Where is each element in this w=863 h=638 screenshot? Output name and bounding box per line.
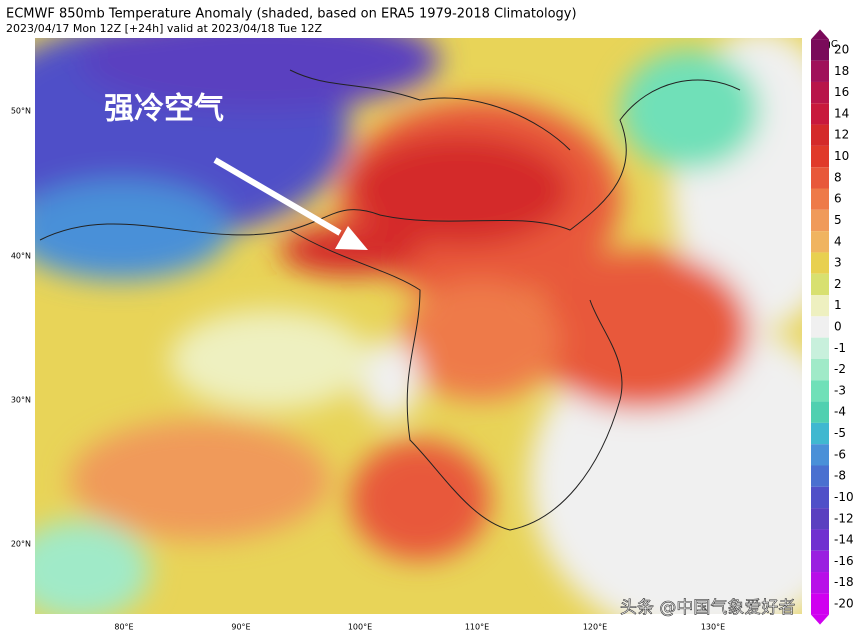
colorbar-label: -10: [834, 490, 854, 504]
colorbar-label: 0: [834, 320, 842, 334]
lon-label: 80°E: [114, 623, 133, 632]
colorbar-label: 8: [834, 170, 842, 184]
colorbar-label: -8: [834, 469, 846, 483]
colorbar-label: 3: [834, 256, 842, 270]
lat-label: 50°N: [11, 107, 31, 116]
colorbar-label: -20: [834, 597, 854, 611]
colorbar-label: 20: [834, 43, 849, 57]
colorbar-box: [811, 550, 829, 573]
colorbar-box: [811, 593, 829, 615]
colorbar-box: [811, 188, 829, 210]
colorbar-label: -12: [834, 511, 854, 525]
colorbar-label: -14: [834, 533, 854, 547]
colorbar-box: [811, 316, 829, 338]
colorbar-box: [811, 81, 829, 104]
colorbar-box: [811, 337, 829, 359]
colorbar-box: [811, 358, 829, 381]
colorbar-label: -6: [834, 447, 846, 461]
colorbar-box: [811, 209, 829, 232]
colorbar-label: -4: [834, 405, 846, 419]
watermark: 头条 @中国气象爱好者: [620, 598, 795, 618]
lon-label: 90°E: [231, 623, 250, 632]
colorbar-box: [811, 145, 829, 168]
colorbar-box: [811, 508, 829, 530]
colorbar-label: 1: [834, 298, 842, 312]
colorbar-label: 4: [834, 234, 842, 248]
title: ECMWF 850mb Temperature Anomaly (shaded,…: [6, 7, 577, 22]
colorbar-label: 14: [834, 106, 849, 120]
colorbar-box: [811, 486, 829, 509]
colorbar-box: [811, 231, 829, 253]
lon-label: 110°E: [465, 623, 489, 632]
colorbar-label: 12: [834, 128, 849, 142]
colorbar-box: [811, 60, 829, 82]
shading: [35, 38, 802, 614]
colorbar-box: [811, 103, 829, 125]
colorbar-label: -1: [834, 341, 846, 355]
colorbar-label: 5: [834, 213, 842, 227]
colorbar-label: 2: [834, 277, 842, 291]
colorbar-box: [811, 167, 829, 189]
colorbar-label: -16: [834, 554, 854, 568]
lat-label: 30°N: [11, 396, 31, 405]
annotation: 强冷空气: [104, 92, 224, 127]
colorbar-box: [811, 380, 829, 402]
subtitle: 2023/04/17 Mon 12Z [+24h] valid at 2023/…: [6, 22, 322, 35]
colorbar-label: -3: [834, 383, 846, 397]
colorbar-label: -18: [834, 575, 854, 589]
lon-label: 100°E: [348, 623, 372, 632]
lat-label: 40°N: [11, 252, 31, 261]
colorbar-bottom-cap: [811, 614, 829, 625]
colorbar-box: [811, 529, 829, 551]
colorbar-box: [811, 465, 829, 487]
cold-air-arrow: [213, 157, 368, 250]
lon-label: 130°E: [701, 623, 725, 632]
colorbar-box: [811, 572, 829, 594]
colorbar-box: [811, 444, 829, 466]
colorbar-label: 18: [834, 64, 849, 78]
colorbar-box: [811, 39, 829, 61]
colorbar-label: 10: [834, 149, 849, 163]
colorbar-box: [811, 422, 829, 445]
colorbar-box: [811, 295, 829, 317]
colorbar-box: [811, 252, 829, 274]
colorbar-box: [811, 124, 829, 146]
borders: [39, 69, 741, 531]
colorbar-label: -5: [834, 426, 846, 440]
lat-label: 20°N: [11, 540, 31, 549]
colorbar-top-cap: [811, 29, 829, 40]
colorbar-label: 6: [834, 192, 842, 206]
colorbar-label: -2: [834, 362, 846, 376]
lon-label: 120°E: [583, 623, 607, 632]
colorbar-label: 16: [834, 85, 849, 99]
colorbar-box: [811, 273, 829, 296]
colorbar-box: [811, 401, 829, 423]
